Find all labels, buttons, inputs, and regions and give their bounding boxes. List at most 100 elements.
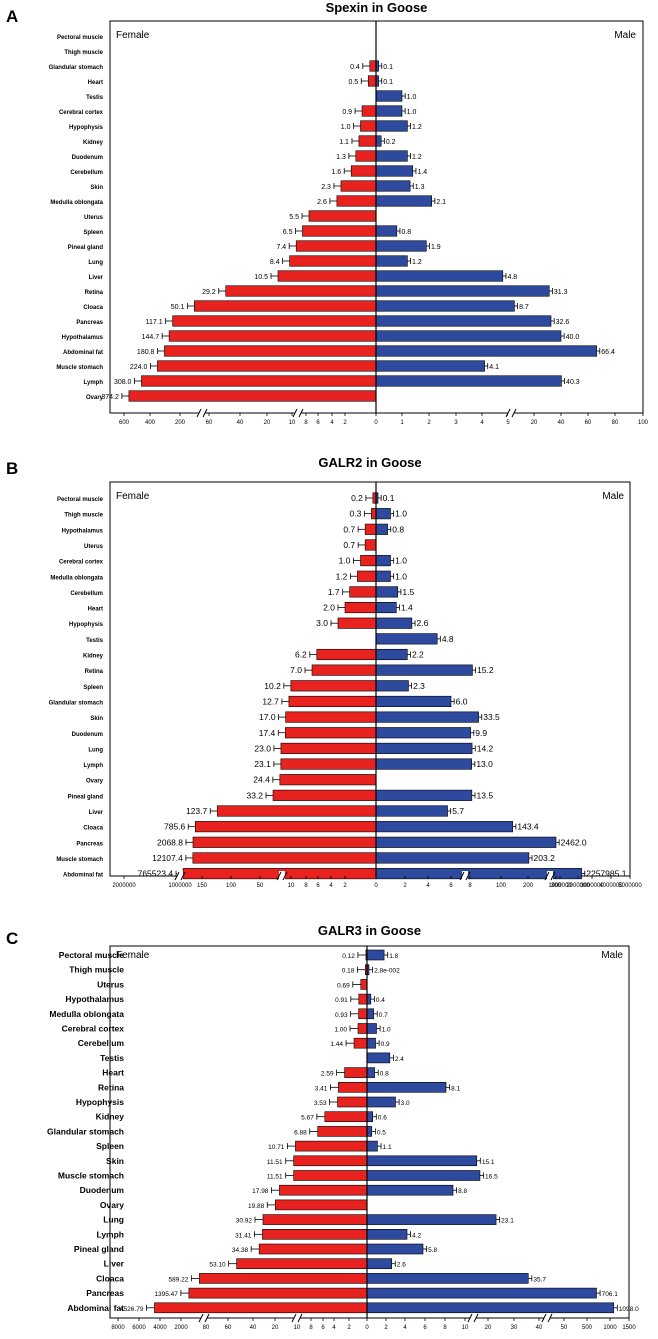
panel-b-ovary-female-bar	[279, 774, 377, 786]
panel-a-cerebellum-category-label: Cerebellum	[70, 170, 103, 176]
panel-a-retina-female-bar	[225, 285, 377, 297]
panel-a-female-tick-label-3: 60	[206, 420, 213, 426]
panel-b-medulla-oblongata-category-label: Medulla oblongata	[50, 575, 103, 581]
panel-a-hypothalamus-category-label: Hypothalamus	[62, 335, 104, 341]
panel-c-pancreas-female-value: 1395.47	[154, 1291, 178, 1298]
panel-a-ovary-category-label: Ovary	[86, 395, 104, 401]
panel-b-medulla-oblongata-male-value: 1.0	[395, 571, 407, 581]
panel-c-male-tick-label-5: 20	[485, 1325, 492, 1331]
panel-a-abdominal-fat-female-value: 180.8	[137, 349, 155, 356]
panel-a-male-tick-label-3: 4	[480, 420, 484, 426]
panel-a-male-tick-label-7: 60	[585, 420, 592, 426]
panel-c-female-axis-break-0-gap	[201, 1313, 207, 1323]
panel-c-cerebellum-male-bar	[366, 1037, 376, 1049]
panel-c-female-tick-label-0: 8000	[111, 1325, 125, 1331]
panel-b-duodenum-female-bar	[284, 727, 377, 739]
panel-b-liver-female-bar	[216, 805, 377, 817]
panel-c-hypophysis-female-bar	[337, 1096, 368, 1108]
panel-b-testis-male-value: 4.8	[442, 634, 454, 644]
panel-a-male-tick-label-4: 5	[506, 420, 510, 426]
panel-b-male-tick-label-5: 200	[523, 883, 534, 889]
panel-c-uterus-category-label: Uterus	[97, 979, 124, 989]
panel-a-female-tick-label-4: 40	[237, 420, 244, 426]
panel-b-kidney-category-label: Kidney	[83, 654, 104, 660]
panel-b-kidney-male-bar	[375, 648, 408, 661]
panel-c-male-axis-break-1-gap	[544, 1313, 550, 1323]
panel-b-male-tick-label-9: 3000000	[580, 883, 604, 889]
panel-a-lymph-male-bar	[375, 375, 562, 387]
panel-c-liver-female-bar	[236, 1258, 368, 1269]
panel-c-pineal-gland-category-label: Pineal gland	[74, 1244, 124, 1254]
panel-a-title: Spexin in Goose	[326, 0, 428, 15]
panel-a-female-axis-break-1-slash-1	[292, 408, 298, 418]
panel-a-pancreas-female-value: 117.1	[146, 319, 163, 326]
panel-b-female-tick-label-3: 100	[226, 883, 237, 889]
panel-b-glandular-stomach-female-bar	[288, 695, 377, 708]
panel-a-male-tick-label-9: 100	[638, 420, 649, 426]
panel-c-female-axis-break-0	[198, 1313, 210, 1323]
panel-b-lymph-male-value: 13.0	[476, 759, 493, 769]
panel-a-abdominal-fat-male-value: 66.4	[601, 349, 615, 356]
panel-a-medulla-oblongata-female-value: 2.6	[317, 199, 327, 206]
panel-b-pectoral-muscle-category-label: Pectoral muscle	[57, 497, 104, 503]
panel-c-female-axis-break-0-slash-1	[198, 1313, 204, 1323]
panel-b-retina-category-label: Retina	[85, 669, 104, 675]
panel-a-male-tick-label-5: 20	[531, 420, 538, 426]
panel-a-lung-category-label: Lung	[88, 260, 103, 266]
panel-b-muscle-stomach-female-bar	[192, 852, 377, 864]
panel-c-testis-male-value: 2.4	[395, 1056, 404, 1063]
panel-c-hypothalamus-female-value: 0.91	[335, 997, 348, 1004]
panel-c-thigh-muscle-female-value: 0.18	[342, 968, 355, 975]
panel-a-female-tick-label-7: 8	[304, 420, 308, 426]
panel-b-heart-male-value: 1.4	[401, 603, 413, 613]
panel-b-cloaca-male-value: 143.4	[517, 822, 539, 832]
panel-b-female-tick-label-10: 0	[374, 883, 378, 889]
panel-c-pectoral-muscle-female-value: 0.12	[342, 953, 355, 960]
panel-c-female-tick-label-2: 4000	[153, 1325, 167, 1331]
panel-a-cloaca-female-value: 50.1	[171, 304, 185, 311]
panel-a-medulla-oblongata-male-bar	[375, 195, 433, 207]
panel-b-pancreas-category-label: Pancreas	[76, 841, 103, 847]
panel-a-pineal-gland-male-bar	[375, 240, 427, 252]
panel-c-cerebral-cortex-female-value: 1.00	[334, 1027, 347, 1034]
panel-a-female-axis-break-0	[196, 408, 208, 418]
panel-c-cerebral-cortex-male-value: 1.0	[382, 1027, 391, 1034]
panel-c-pancreas-male-value: 706.1	[602, 1291, 619, 1298]
panel-c-ovary-female-bar	[274, 1199, 368, 1211]
panel-b-pineal-gland-male-bar	[375, 789, 473, 801]
panel-a-liver-female-value: 10.5	[254, 274, 268, 281]
panel-a-lung-male-value: 1.2	[412, 259, 422, 266]
panel-c-medulla-oblongata-female-bar	[358, 1008, 368, 1020]
panel-c-abdominal-fat-category-label: Abdominal fat	[67, 1303, 124, 1313]
panel-b-glandular-stomach-male-value: 6.0	[456, 696, 468, 706]
panel-c-medulla-oblongata-category-label: Medulla oblongata	[49, 1009, 124, 1019]
panel-c-heart-female-value: 2.59	[321, 1071, 334, 1078]
panel-a-female-axis-break-1-slash-2	[298, 408, 304, 418]
panel-a-hypophysis-male-value: 1.2	[412, 124, 422, 131]
panel-a-male-tick-label-2: 3	[454, 420, 458, 426]
panel-b-female-tick-label-1: 1000000	[168, 883, 192, 889]
panel-b-duodenum-male-value: 9.9	[475, 728, 487, 738]
panel-c-duodenum-male-bar	[366, 1184, 454, 1196]
panel-c-hypophysis-category-label: Hypophysis	[76, 1097, 124, 1107]
panel-c-retina-female-value: 3.41	[315, 1085, 328, 1092]
panel-b-female-axis-break-1-slash-1	[276, 871, 282, 881]
panel-b-female-axis-break-0-slash-1	[174, 871, 180, 881]
panel-a-heart-category-label: Heart	[88, 80, 103, 86]
panel-b-cloaca-female-bar	[194, 821, 377, 833]
panel-b-pancreas-male-bar	[375, 836, 557, 848]
panel-c-retina-male-bar	[366, 1082, 447, 1093]
panel-c-ovary-female-value: 19.88	[248, 1203, 265, 1210]
panel-c-pectoral-muscle-category-label: Pectoral muscle	[59, 950, 124, 960]
panel-b-cerebellum-male-bar	[375, 586, 399, 598]
panel-c-male-tick-label-3: 8	[443, 1325, 447, 1331]
panel-a-cerebral-cortex-female-bar	[361, 105, 377, 117]
panel-a-cloaca-category-label: Cloaca	[83, 305, 103, 311]
panel-c-male-tick-label-1: 4	[403, 1325, 407, 1331]
panel-a-lymph-male-value: 40.3	[566, 379, 580, 386]
panel-c-pineal-gland-female-value: 34.38	[232, 1247, 249, 1254]
panel-c-cloaca-male-bar	[366, 1273, 529, 1284]
panel-a-male-tick-label-1: 2	[427, 420, 431, 426]
panel-c-liver-male-bar	[366, 1258, 393, 1269]
panel-c-hypothalamus-female-bar	[358, 993, 368, 1005]
